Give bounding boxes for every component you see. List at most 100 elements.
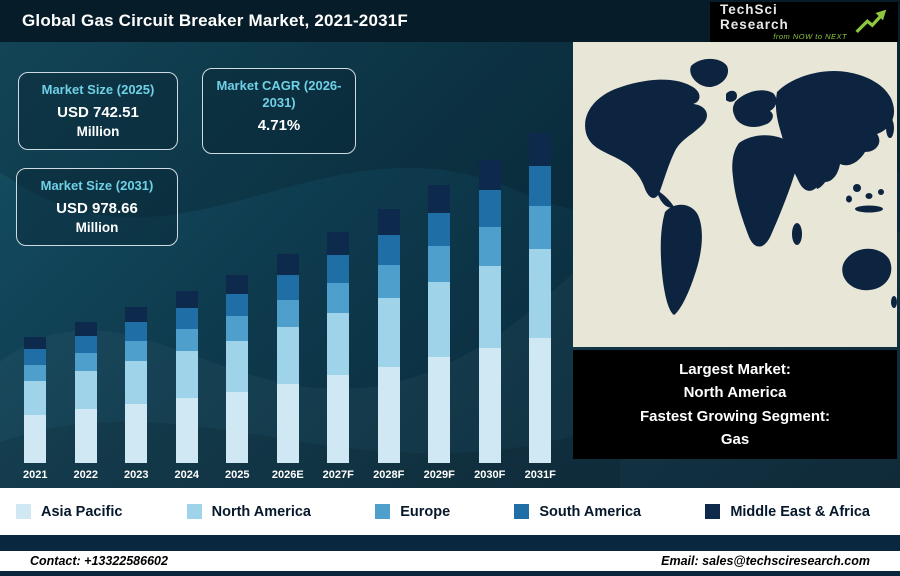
bar-segment — [175, 308, 198, 329]
bar-segment — [74, 321, 97, 336]
bar-segment — [276, 275, 299, 301]
bar-segment — [24, 349, 47, 365]
stacked-bar — [428, 185, 451, 463]
bar-segment — [478, 265, 501, 348]
legend-label: Asia Pacific — [41, 503, 123, 520]
bar-segment — [529, 248, 552, 338]
bar-segment — [276, 300, 299, 328]
bar-column: 2025 — [212, 274, 263, 484]
bar-segment — [428, 246, 451, 283]
stat-unit: Million — [76, 123, 120, 139]
world-map-panel — [573, 42, 897, 347]
stat-label: Market Size (2031) — [40, 178, 154, 193]
largest-market-label: Largest Market: — [679, 361, 791, 378]
bar-segment — [175, 328, 198, 352]
bar-segment — [327, 232, 350, 256]
bar-segment — [276, 254, 299, 276]
techsci-logo: TechSci Research from NOW to NEXT — [710, 1, 898, 42]
stat-label: Market CAGR (2026-2031) — [216, 78, 342, 110]
legend-item: Asia Pacific — [16, 504, 122, 520]
bar-segment — [125, 341, 148, 362]
bar-segment — [377, 298, 400, 367]
bar-segment — [478, 347, 501, 463]
stacked-bar-chart: 2021 2022 2023 2024 2025 2026E 2027F 2028F 2029F… — [10, 84, 568, 484]
bar-column: 2030F — [465, 159, 516, 484]
stacked-bar — [377, 209, 400, 463]
email-text: Email: sales@techsciresearch.com — [661, 554, 870, 568]
bar-segment — [226, 391, 249, 463]
legend-item: Middle East & Africa — [705, 504, 870, 520]
stacked-bar — [125, 306, 148, 463]
legend-label: Europe — [400, 503, 451, 520]
bar-segment — [125, 306, 148, 323]
x-axis-label: 2025 — [225, 469, 250, 481]
bar-segment — [529, 337, 552, 463]
legend-label: Middle East & Africa — [730, 503, 870, 520]
bar-segment — [276, 383, 299, 463]
stacked-bar — [327, 232, 350, 463]
bar-segment — [478, 226, 501, 266]
logo-text-block: TechSci Research from NOW to NEXT — [720, 2, 847, 41]
market-highlight-box: Largest Market: North America Fastest Gr… — [573, 350, 897, 459]
x-axis-label: 2023 — [124, 469, 149, 481]
fastest-segment-label: Fastest Growing Segment: — [639, 407, 831, 425]
fastest-segment-value: Gas — [720, 430, 750, 448]
legend-item: South America — [514, 504, 641, 520]
bar-column: 2023 — [111, 306, 162, 484]
stat-box-market-cagr: Market CAGR (2026-2031) 4.71% — [202, 68, 356, 154]
stacked-bar — [478, 159, 501, 463]
stat-value: 4.71% — [257, 116, 301, 134]
legend-label: North America — [211, 503, 311, 520]
bar-segment — [24, 380, 47, 415]
stat-unit: Million — [75, 219, 119, 235]
bar-segment — [175, 291, 198, 309]
bar-segment — [327, 282, 350, 313]
x-axis-label: 2029F — [423, 469, 455, 481]
bar-column: 2027F — [313, 232, 364, 484]
largest-market-value: North America — [683, 384, 787, 402]
stat-value: USD 742.51 — [57, 103, 139, 121]
legend-label: South America — [539, 503, 642, 520]
bar-segment — [226, 340, 249, 392]
stacked-bar — [226, 274, 249, 463]
logo-tagline: from NOW to NEXT — [773, 32, 848, 41]
bar-segment — [327, 255, 350, 283]
bar-segment — [24, 415, 47, 463]
navy-band-upper — [0, 535, 900, 551]
bar-segment — [478, 159, 501, 191]
x-axis-label: 2024 — [174, 469, 199, 481]
world-map — [573, 42, 897, 347]
stacked-bar — [276, 254, 299, 463]
bar-segment — [226, 274, 249, 294]
title-bar: Global Gas Circuit Breaker Market, 2021-… — [0, 0, 900, 42]
legend-swatch — [16, 504, 31, 519]
bar-segment — [529, 133, 552, 167]
stat-box-market-size-2031: Market Size (2031) USD 978.66 Million — [16, 168, 178, 246]
bar-segment — [226, 293, 249, 317]
bar-segment — [428, 185, 451, 214]
stacked-bar — [175, 291, 198, 463]
bar-column: 2031F — [515, 133, 566, 484]
bar-column: 2021 — [10, 336, 61, 484]
bar-segment — [377, 209, 400, 235]
bar-segment — [125, 403, 148, 463]
bar-segment — [428, 282, 451, 358]
legend-item: North America — [186, 503, 311, 520]
stat-value: USD 978.66 — [56, 199, 138, 217]
x-axis-label: 2027F — [322, 469, 354, 481]
x-axis-label: 2021 — [23, 469, 48, 481]
bar-segment — [125, 322, 148, 342]
legend-swatch — [186, 504, 202, 519]
chart-legend: Asia Pacific North America Europe South Ame… — [0, 488, 900, 535]
logo-arrow-icon — [855, 9, 887, 33]
stacked-bar — [74, 321, 97, 463]
bar-segment — [226, 316, 249, 341]
bar-segment — [74, 409, 97, 463]
logo-wordmark: TechSci Research — [720, 2, 789, 32]
contact-text: Contact: +13322586602 — [30, 554, 168, 568]
bar-segment — [428, 213, 451, 247]
bar-segment — [74, 352, 97, 372]
bar-segment — [478, 190, 501, 227]
bar-segment — [377, 234, 400, 265]
bar-segment — [74, 335, 97, 353]
